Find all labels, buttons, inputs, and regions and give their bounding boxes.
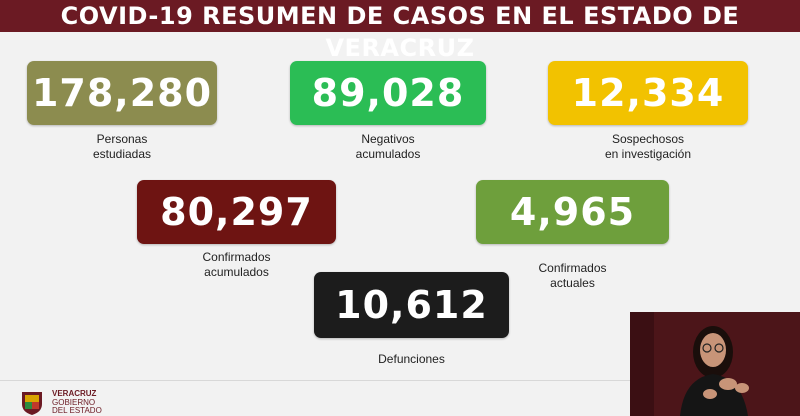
stat-card-sospechosos: 12,334 [548, 61, 748, 125]
stat-card-personas-estudiadas: 178,280 [27, 61, 217, 125]
stat-label-confirmados-actuales: Confirmados actuales [538, 261, 607, 290]
stat-label-personas-estudiadas: Personas estudiadas [92, 132, 152, 161]
logo-text-gobierno: GOBIERNO [52, 397, 96, 407]
interpreter-figure [630, 312, 800, 416]
stat-card-confirmados-actuales: 4,965 [476, 180, 669, 244]
sign-language-interpreter-video [630, 312, 800, 416]
logo-text-estado: DEL ESTADO [52, 406, 102, 415]
stat-label-negativos-acumulados: Negativos acumulados [355, 132, 421, 161]
footer-divider [0, 380, 630, 381]
coat-of-arms-icon [22, 392, 42, 415]
stat-label-defunciones: Defunciones [378, 352, 445, 366]
page-title: COVID-19 RESUMEN DE CASOS EN EL ESTADO D… [0, 0, 800, 62]
veracruz-logo: VERACRUZ GOBIERNO DEL ESTADO [18, 388, 138, 416]
logo-text-veracruz: VERACRUZ [52, 389, 97, 398]
stat-card-confirmados-acumulados: 80,297 [137, 180, 336, 244]
stat-label-sospechosos: Sospechosos en investigación [604, 132, 692, 161]
stat-card-negativos-acumulados: 89,028 [290, 61, 486, 125]
stat-card-defunciones: 10,612 [314, 272, 509, 338]
stat-label-confirmados-acumulados: Confirmados acumulados [202, 250, 271, 279]
